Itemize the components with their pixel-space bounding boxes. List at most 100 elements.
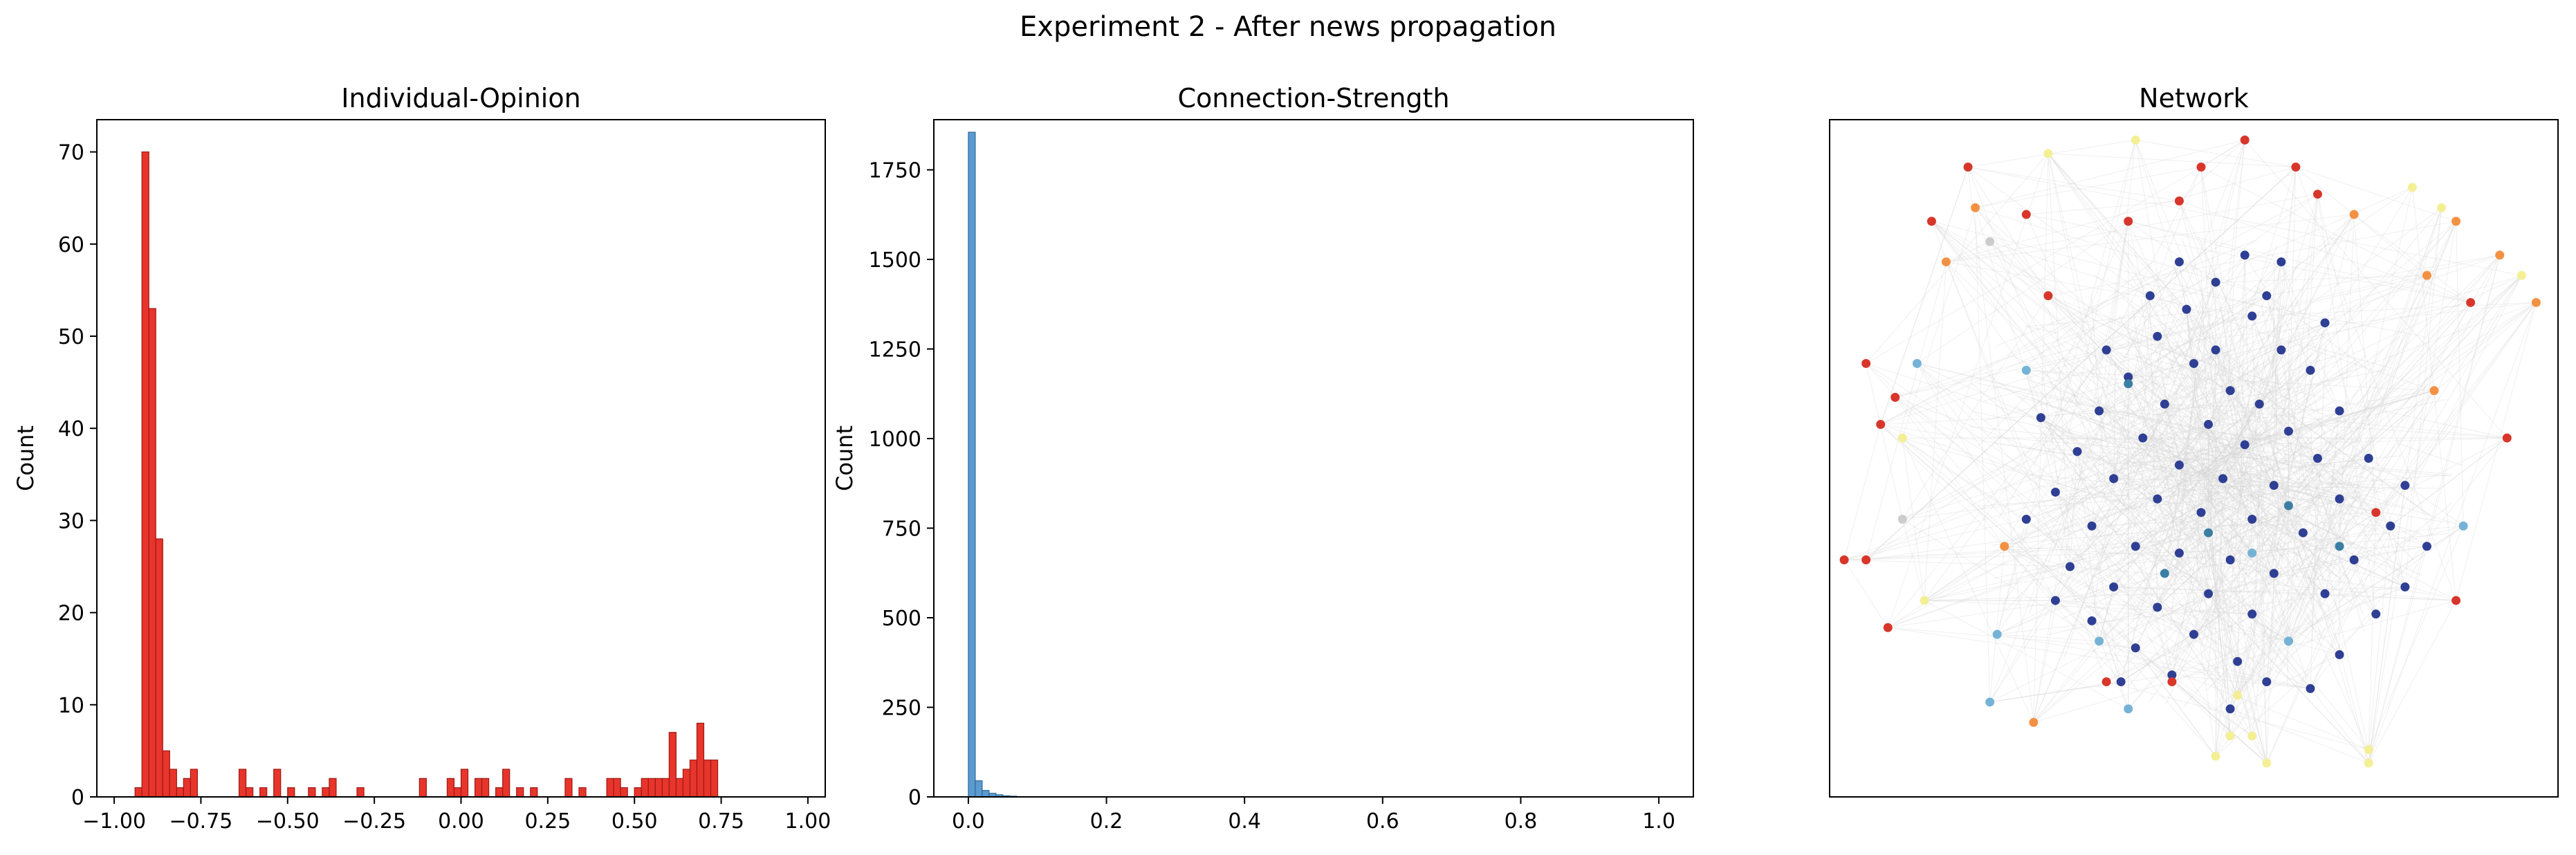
network-edge <box>2128 471 2260 546</box>
network-edge <box>2159 466 2374 576</box>
network-edge <box>1902 275 2427 520</box>
network-edge <box>2055 444 2245 601</box>
network-edge <box>2025 369 2092 526</box>
network-edge <box>1902 208 1976 439</box>
y-tick-label: 10 <box>58 694 84 718</box>
network-edge <box>2310 458 2319 689</box>
network-edge <box>2093 274 2431 517</box>
network-edge <box>2048 153 2115 479</box>
network-edge <box>2310 275 2522 689</box>
network-edge <box>2102 484 2357 512</box>
x-tick-label: 0.75 <box>698 809 744 834</box>
network-edge <box>2252 167 2297 614</box>
network-edge <box>2040 417 2369 764</box>
network-edge <box>1844 546 2136 560</box>
network-edge <box>2157 167 2297 608</box>
network-node <box>2283 501 2293 511</box>
network-edge <box>2164 349 2216 405</box>
network-edge <box>2252 458 2369 737</box>
network-edge <box>2128 221 2282 263</box>
network-edge <box>2157 499 2238 696</box>
network-node <box>2050 596 2060 605</box>
network-edge <box>1996 255 2245 635</box>
histogram-bar <box>190 769 199 798</box>
network-edge <box>2200 166 2471 303</box>
network-node <box>2124 372 2133 382</box>
network-edge <box>2099 255 2245 412</box>
network-edge <box>2252 315 2267 764</box>
histogram-bar <box>308 787 316 798</box>
network-node <box>2036 413 2045 423</box>
network-edge <box>2223 478 2253 614</box>
network-edge <box>1975 208 2129 709</box>
network-edge <box>2099 410 2464 526</box>
network-edge <box>2155 564 2266 680</box>
network-node <box>2371 508 2381 517</box>
network-edge <box>1931 221 2369 750</box>
network-edge <box>2181 238 2307 585</box>
network-edge <box>1946 166 2297 263</box>
network-edge <box>1843 430 2289 560</box>
network-edge <box>2169 466 2188 631</box>
y-tick-label: 30 <box>58 509 84 533</box>
network-edge <box>2188 470 2240 685</box>
histogram-bar <box>481 778 490 798</box>
network-edge <box>2368 600 2457 764</box>
network-node <box>2095 406 2104 416</box>
network-edge <box>2229 214 2355 709</box>
network-edge <box>2142 295 2151 439</box>
network-edge <box>2278 508 2290 583</box>
histogram-bar <box>273 769 282 798</box>
network-edge <box>2048 153 2245 445</box>
network-edge <box>2310 463 2335 606</box>
network-edge <box>1888 627 2136 649</box>
network-edge <box>2048 153 2151 296</box>
network-edge <box>2266 255 2500 297</box>
network-edge <box>1946 194 2318 263</box>
network-edge <box>2288 430 2406 587</box>
network-edge <box>2025 519 2238 696</box>
network-edge <box>1880 187 2413 425</box>
network-edge <box>2200 288 2291 647</box>
network-edge <box>1989 681 2122 703</box>
network-edge <box>2203 475 2222 497</box>
network-edge <box>2099 410 2369 459</box>
network-edge <box>2153 331 2236 484</box>
network-edge <box>2186 309 2231 736</box>
network-edge <box>2091 525 2289 642</box>
network-edge <box>1902 438 1925 601</box>
network-edge <box>2053 450 2144 522</box>
axes-title: Connection-Strength <box>1177 83 1449 113</box>
network-node <box>2283 636 2293 646</box>
network-edge <box>2148 549 2237 633</box>
network-edge <box>2054 492 2231 737</box>
network-edge <box>2151 369 2388 416</box>
network-edge <box>2055 207 2442 493</box>
network-edge <box>2142 437 2340 547</box>
network-edge <box>2040 417 2231 710</box>
histogram-bar <box>141 151 149 798</box>
network-edge <box>2317 194 2377 614</box>
network-node <box>2247 515 2257 524</box>
network-edge <box>2025 214 2238 696</box>
network-edge <box>2211 440 2384 494</box>
histogram-bar <box>169 769 177 798</box>
histogram-bar <box>641 778 649 798</box>
network-edge <box>2041 417 2158 499</box>
network-edge <box>2200 167 2216 283</box>
y-tick-label: 70 <box>58 141 84 165</box>
histogram-bar <box>446 778 455 798</box>
network-node <box>2240 440 2250 450</box>
network-edge <box>2108 470 2110 475</box>
network-edge <box>2207 533 2267 764</box>
network-edge <box>2108 462 2309 644</box>
network-edge <box>2204 430 2270 520</box>
histogram-bar <box>634 787 642 798</box>
network-edge <box>2215 282 2245 445</box>
network-edge <box>2160 468 2216 479</box>
network-edge <box>2094 268 2178 407</box>
network-edge <box>2171 674 2311 689</box>
histogram-bar <box>176 787 184 798</box>
network-edge <box>2288 221 2457 642</box>
network-node <box>2254 399 2264 409</box>
